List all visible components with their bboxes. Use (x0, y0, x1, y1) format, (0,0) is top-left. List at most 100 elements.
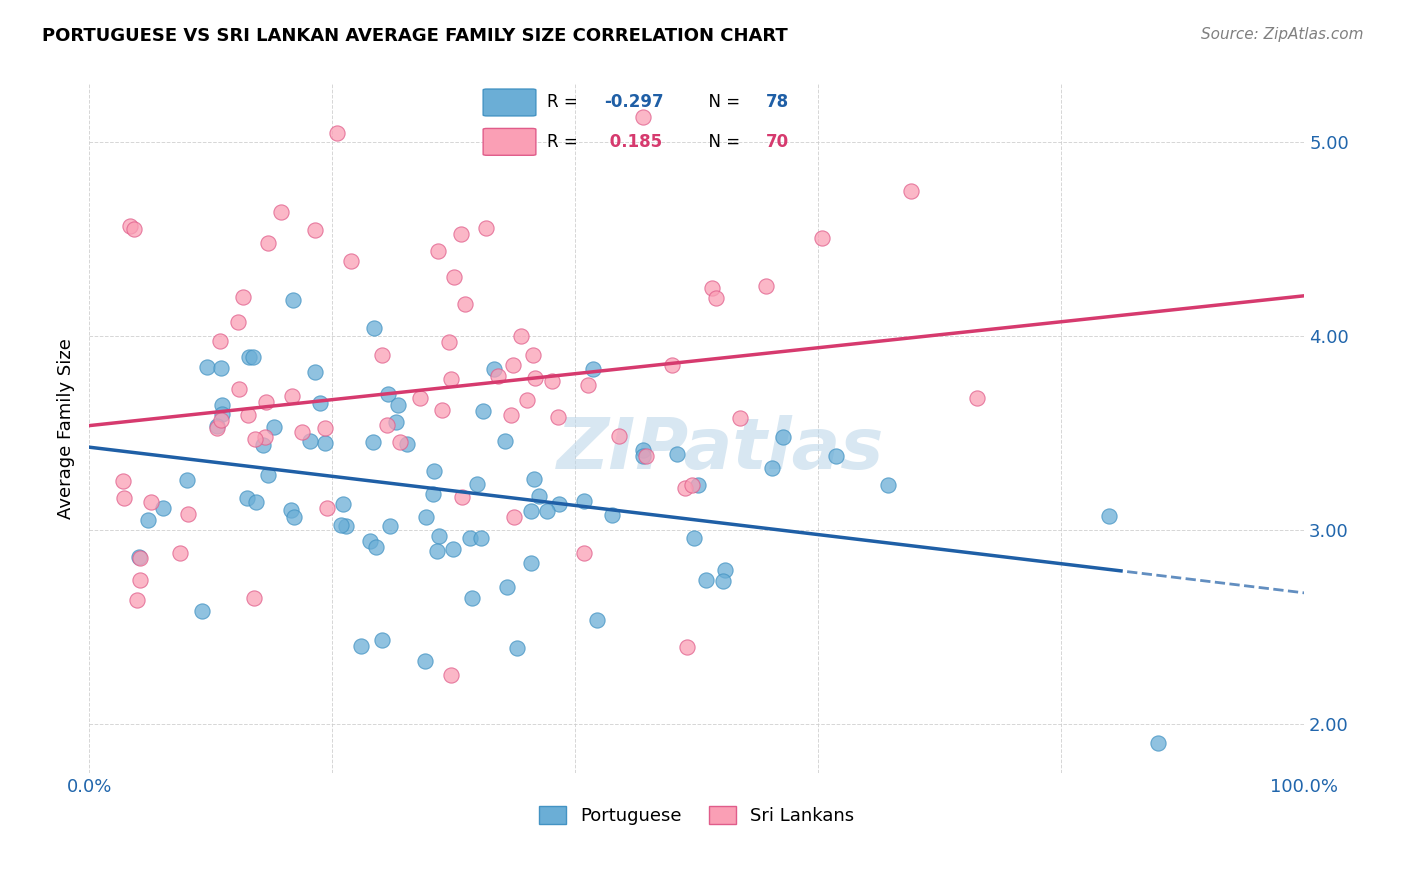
Point (681, 478, 703, 492)
Point (714, 563, 737, 577)
Point (409, 391, 432, 405)
Point (520, 504, 543, 518)
Point (384, 415, 406, 429)
Point (377, 387, 399, 401)
Point (450, 227, 472, 241)
Point (755, 278, 778, 293)
Point (520, 556, 543, 570)
Point (270, 204, 292, 219)
Point (112, 491, 135, 506)
Y-axis label: Average Family Size: Average Family Size (58, 338, 75, 519)
Point (211, 398, 233, 412)
Point (298, 434, 321, 448)
Point (877, 477, 900, 491)
Point (683, 531, 706, 545)
Point (112, 474, 135, 488)
Point (263, 419, 285, 434)
Point (451, 490, 474, 504)
Point (572, 493, 595, 508)
Point (139, 495, 162, 509)
Point (547, 497, 569, 511)
Point (236, 491, 259, 505)
Point (309, 396, 332, 410)
Point (335, 519, 357, 533)
Point (238, 350, 260, 364)
Point (127, 592, 149, 607)
Point (364, 541, 387, 555)
Point (243, 432, 266, 446)
Point (460, 591, 482, 606)
Point (128, 550, 150, 565)
Point (439, 668, 461, 682)
Point (371, 348, 394, 362)
Point (339, 253, 361, 268)
Point (523, 371, 546, 385)
Point (129, 573, 152, 587)
Point (1147, 736, 1170, 750)
Point (281, 293, 304, 307)
Point (437, 334, 460, 349)
Point (176, 473, 198, 487)
Point (427, 244, 450, 259)
Point (1098, 509, 1121, 524)
Point (245, 495, 267, 509)
Point (350, 639, 373, 653)
Point (636, 449, 658, 463)
Point (704, 291, 727, 305)
Point (363, 320, 385, 334)
Point (586, 613, 609, 627)
Point (191, 604, 214, 618)
Point (582, 362, 605, 376)
Point (209, 361, 232, 376)
Point (205, 421, 228, 435)
Legend: Portuguese, Sri Lankans: Portuguese, Sri Lankans (531, 798, 862, 832)
Point (825, 450, 848, 464)
Point (415, 509, 437, 524)
Point (499, 408, 522, 422)
Point (673, 481, 696, 495)
Point (695, 573, 717, 587)
Point (128, 550, 150, 565)
Point (427, 529, 450, 543)
Point (502, 509, 524, 524)
Text: PORTUGUESE VS SRI LANKAN AVERAGE FAMILY SIZE CORRELATION CHART: PORTUGUESE VS SRI LANKAN AVERAGE FAMILY … (42, 27, 787, 45)
Point (205, 418, 228, 433)
Point (413, 654, 436, 668)
Point (728, 411, 751, 425)
Point (304, 365, 326, 379)
Point (280, 503, 302, 517)
Point (422, 487, 444, 501)
Point (430, 402, 453, 417)
Point (686, 478, 709, 492)
Point (122, 222, 145, 236)
Point (509, 329, 531, 343)
Point (540, 374, 562, 388)
Point (675, 640, 697, 655)
Point (332, 497, 354, 511)
Point (138, 513, 160, 527)
Point (631, 110, 654, 124)
Point (228, 382, 250, 396)
Point (152, 500, 174, 515)
Point (711, 574, 734, 588)
Point (252, 438, 274, 452)
Point (389, 434, 412, 449)
Point (169, 547, 191, 561)
Point (486, 369, 509, 384)
Text: ZIPatlas: ZIPatlas (557, 415, 884, 483)
Point (482, 361, 505, 376)
Point (502, 359, 524, 373)
Point (375, 417, 398, 432)
Point (494, 434, 516, 448)
Point (254, 430, 277, 444)
Point (547, 409, 569, 424)
Point (576, 377, 599, 392)
Point (443, 270, 465, 285)
Point (666, 447, 689, 461)
Point (177, 507, 200, 521)
Point (772, 430, 794, 444)
Point (226, 314, 249, 328)
Point (257, 467, 280, 482)
Point (516, 392, 538, 407)
Point (315, 500, 337, 515)
